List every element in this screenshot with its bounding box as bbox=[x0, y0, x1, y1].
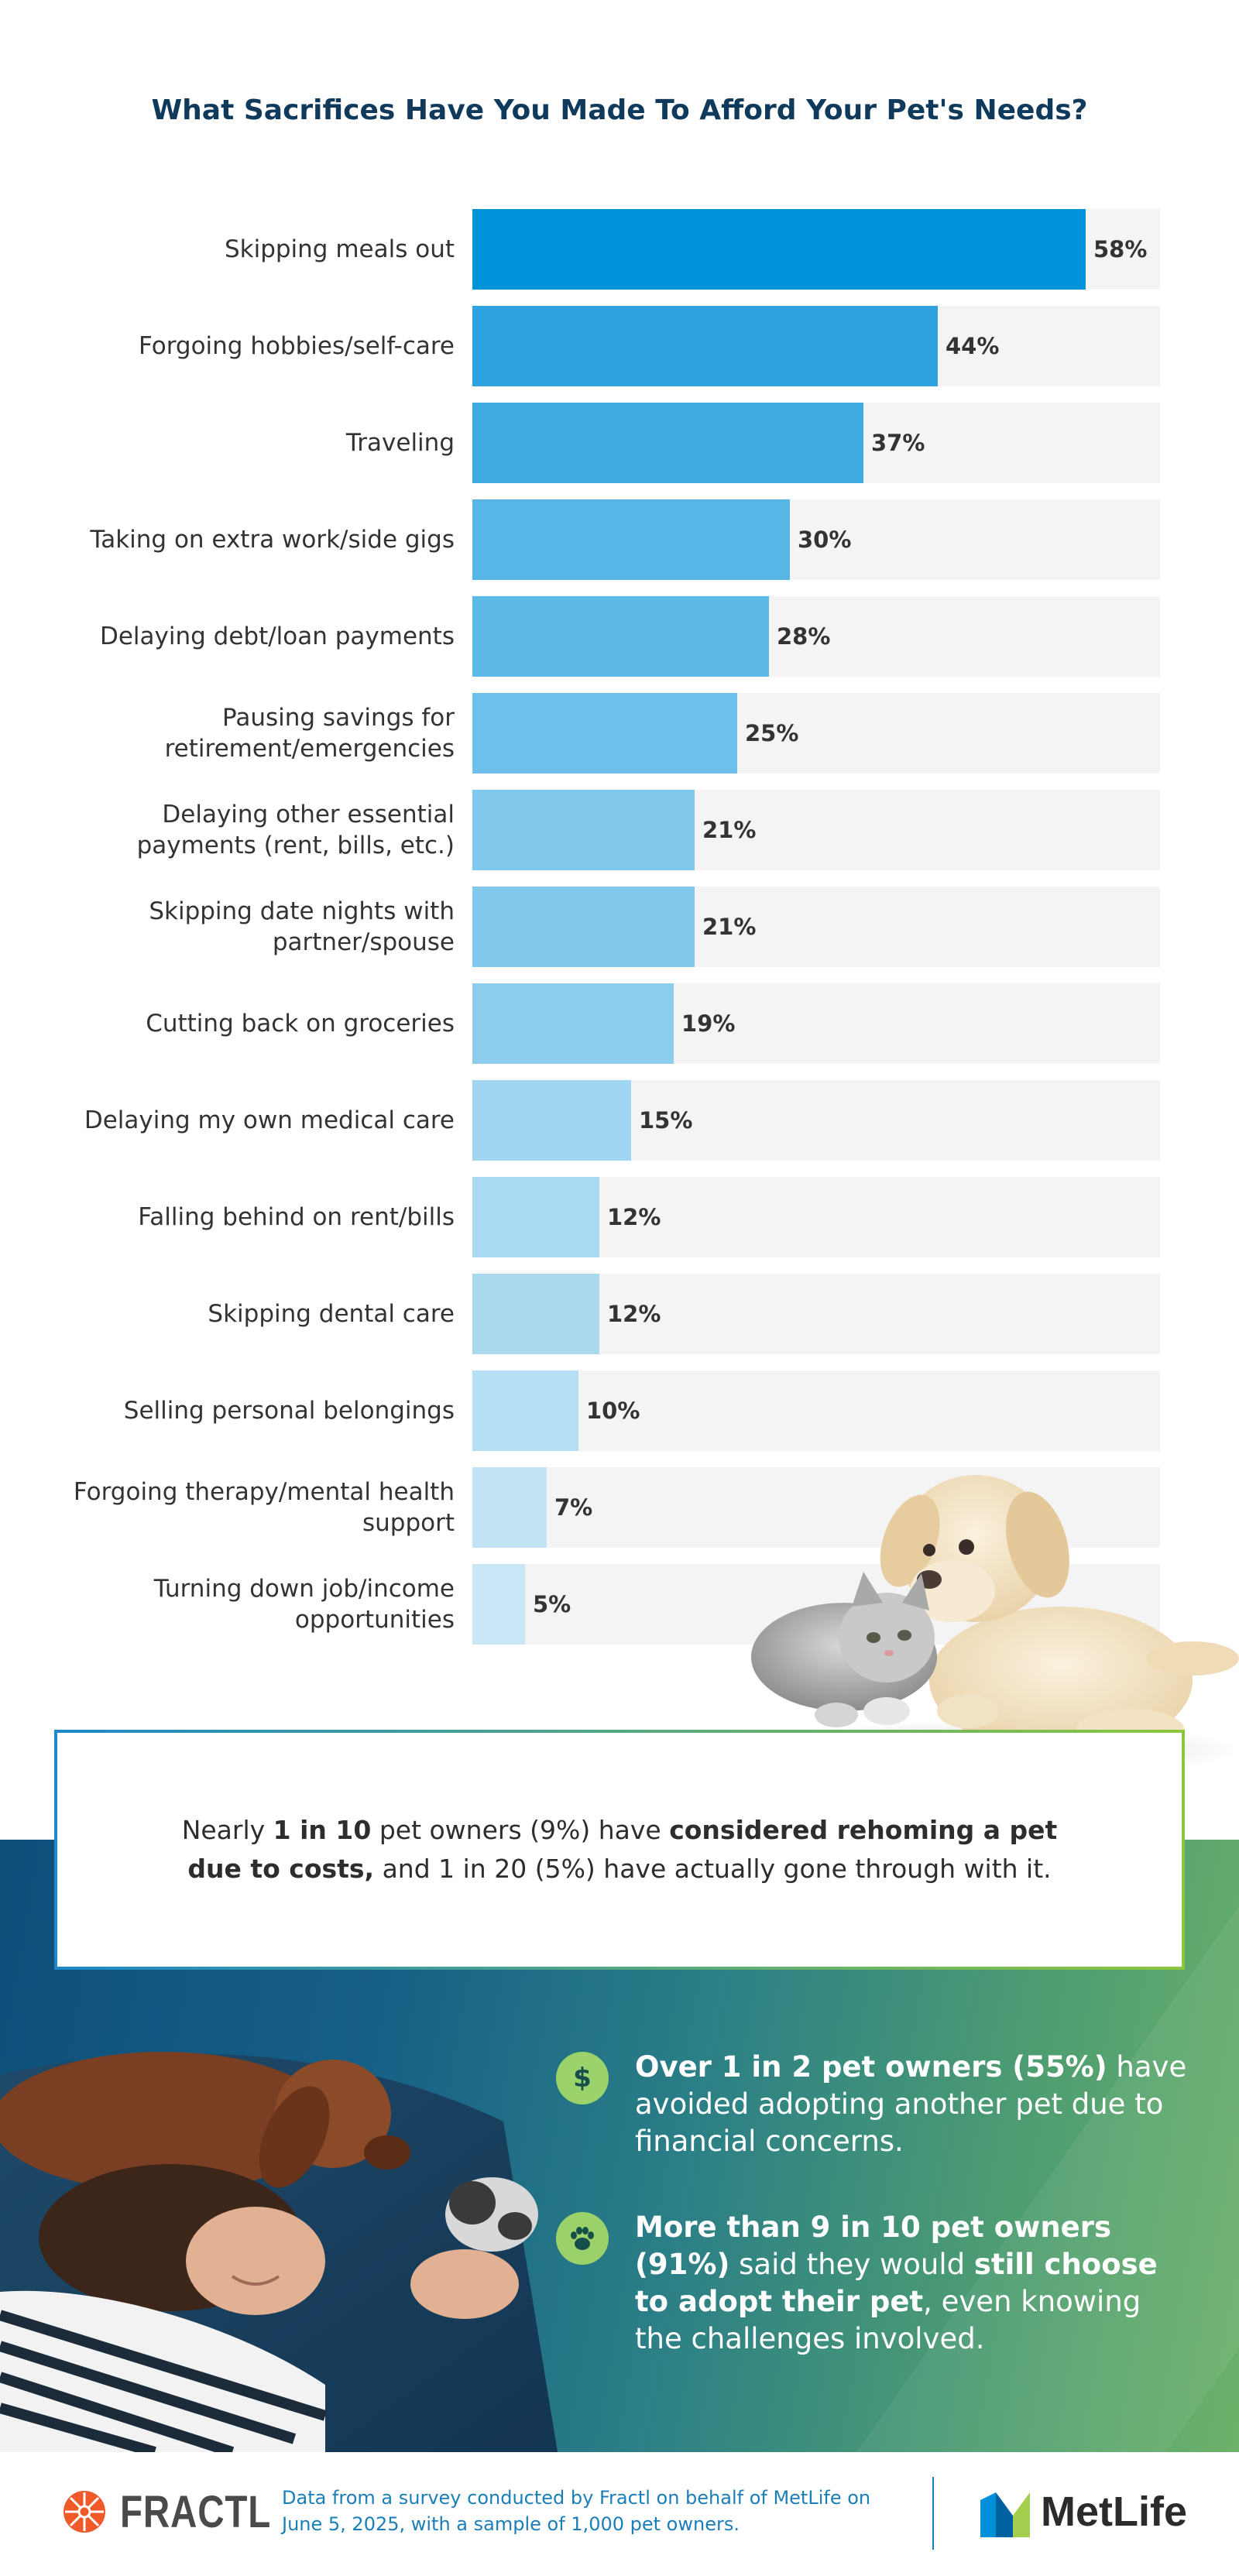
bar bbox=[472, 790, 695, 870]
chart-row: Forgoing hobbies/self-care 44% bbox=[0, 306, 1239, 386]
category-label: Forgoing hobbies/self-care bbox=[139, 332, 455, 360]
callout-highlight: 1 in 10 bbox=[273, 1815, 372, 1845]
bar bbox=[472, 596, 769, 677]
chart-row: Delaying debt/loan payments 28% bbox=[0, 596, 1239, 677]
chart-row: Taking on extra work/side gigs 30% bbox=[0, 499, 1239, 580]
value-label: 15% bbox=[639, 1107, 693, 1134]
category-label: Taking on extra work/side gigs bbox=[90, 526, 455, 554]
chart-row: Skipping meals out 58% bbox=[0, 209, 1239, 290]
category-label: Skipping dental care bbox=[208, 1300, 455, 1328]
value-label: 44% bbox=[946, 333, 1000, 359]
category-label: Delaying other essential payments (rent,… bbox=[136, 801, 455, 859]
survey-footnote: Data from a survey conducted by Fractl o… bbox=[282, 2487, 871, 2535]
category-label: Pausing savings for retirement/emergenci… bbox=[164, 704, 455, 763]
category-label: Skipping date nights with partner/spouse bbox=[149, 897, 455, 956]
bar bbox=[472, 1564, 525, 1645]
chart-row: Skipping date nights with partner/spouse… bbox=[0, 887, 1239, 967]
chart-row: Pausing savings for retirement/emergenci… bbox=[0, 693, 1239, 773]
value-label: 28% bbox=[777, 623, 831, 650]
chart-row: Delaying my own medical care 15% bbox=[0, 1080, 1239, 1161]
category-label: Cutting back on groceries bbox=[146, 1010, 455, 1038]
bar bbox=[472, 209, 1086, 290]
bar bbox=[472, 499, 790, 580]
category-label: Delaying debt/loan payments bbox=[99, 623, 455, 650]
callout-text: Nearly 1 in 10 pet owners (9%) have cons… bbox=[173, 1811, 1066, 1888]
bar bbox=[472, 693, 737, 773]
value-label: 37% bbox=[871, 430, 925, 456]
bar bbox=[472, 306, 938, 386]
bar-track bbox=[472, 1370, 1160, 1451]
value-label: 21% bbox=[702, 914, 757, 940]
stat-avoided-adopting: $ Over 1 in 2 pet owners (55%) have avoi… bbox=[556, 2049, 1191, 2160]
chart-row: Traveling 37% bbox=[0, 403, 1239, 483]
category-label: Turning down job/income opportunities bbox=[153, 1575, 455, 1634]
value-label: 19% bbox=[681, 1010, 736, 1037]
callout-part: Nearly bbox=[181, 1815, 273, 1845]
stat-body: have avoided adopting another pet due to… bbox=[635, 2050, 1187, 2158]
value-label: 10% bbox=[586, 1398, 640, 1424]
rehoming-callout: Nearly 1 in 10 pet owners (9%) have cons… bbox=[54, 1730, 1185, 1970]
footer-divider bbox=[932, 2477, 934, 2550]
callout-highlight: considered rehoming a pet due to costs, bbox=[187, 1815, 1058, 1884]
metlife-logo-text: MetLife bbox=[1041, 2489, 1187, 2535]
bar bbox=[472, 1274, 599, 1354]
value-label: 12% bbox=[607, 1301, 661, 1327]
chart-row: Cutting back on groceries 19% bbox=[0, 983, 1239, 1064]
category-label: Forgoing therapy/mental health support bbox=[73, 1478, 455, 1537]
stat-text: More than 9 in 10 pet owners (91%) said … bbox=[635, 2209, 1191, 2358]
callout-part: and 1 in 20 (5%) have actually gone thro… bbox=[374, 1854, 1052, 1884]
stat-text: Over 1 in 2 pet owners (55%) have avoide… bbox=[635, 2049, 1191, 2160]
chart-row: Falling behind on rent/bills 12% bbox=[0, 1177, 1239, 1257]
value-label: 58% bbox=[1093, 236, 1148, 262]
stat-highlight: More than 9 in 10 pet owners (91%) bbox=[635, 2211, 1112, 2281]
footer: FRACTL Data from a survey conducted by F… bbox=[0, 2452, 1239, 2576]
chart-row: Delaying other essential payments (rent,… bbox=[0, 790, 1239, 870]
value-label: 21% bbox=[702, 817, 757, 843]
metlife-logo-icon bbox=[980, 2492, 1030, 2537]
category-label: Traveling bbox=[345, 429, 455, 457]
bar bbox=[472, 403, 863, 483]
woman-with-pets-photo bbox=[0, 2052, 558, 2452]
dollar-icon: $ bbox=[556, 2052, 609, 2104]
stat-body: , even knowing the challenges involved. bbox=[635, 2285, 1141, 2355]
fractl-logo-icon bbox=[63, 2491, 105, 2533]
fractl-logo-text: FRACTL bbox=[120, 2487, 272, 2537]
value-label: 12% bbox=[607, 1204, 661, 1230]
callout-part: pet owners (9%) have bbox=[371, 1815, 670, 1845]
category-label: Selling personal belongings bbox=[123, 1397, 455, 1425]
value-label: 30% bbox=[798, 527, 852, 553]
bar bbox=[472, 983, 674, 1064]
stat-still-adopt: More than 9 in 10 pet owners (91%) said … bbox=[556, 2209, 1191, 2358]
chart-title: What Sacrifices Have You Made To Afford … bbox=[151, 94, 1088, 126]
value-label: 7% bbox=[554, 1494, 593, 1521]
bar bbox=[472, 1177, 599, 1257]
chart-row: Skipping dental care 12% bbox=[0, 1274, 1239, 1354]
category-label: Skipping meals out bbox=[224, 235, 455, 263]
bar bbox=[472, 1080, 631, 1161]
stat-body: said they would bbox=[729, 2248, 974, 2281]
paw-icon bbox=[556, 2212, 609, 2265]
bar bbox=[472, 1467, 547, 1548]
value-label: 25% bbox=[745, 720, 799, 746]
category-label: Delaying my own medical care bbox=[84, 1106, 455, 1134]
bar bbox=[472, 1370, 578, 1451]
category-label: Falling behind on rent/bills bbox=[138, 1203, 455, 1231]
bar-chart: Skipping meals out 58% Forgoing hobbies/se… bbox=[0, 209, 1239, 1645]
stat-highlight: still choose to adopt their pet bbox=[635, 2248, 1158, 2318]
value-label: 5% bbox=[533, 1591, 571, 1617]
chart-row: Selling personal belongings 10% bbox=[0, 1370, 1239, 1451]
bar bbox=[472, 887, 695, 967]
stat-highlight: Over 1 in 2 pet owners (55%) bbox=[635, 2050, 1107, 2084]
